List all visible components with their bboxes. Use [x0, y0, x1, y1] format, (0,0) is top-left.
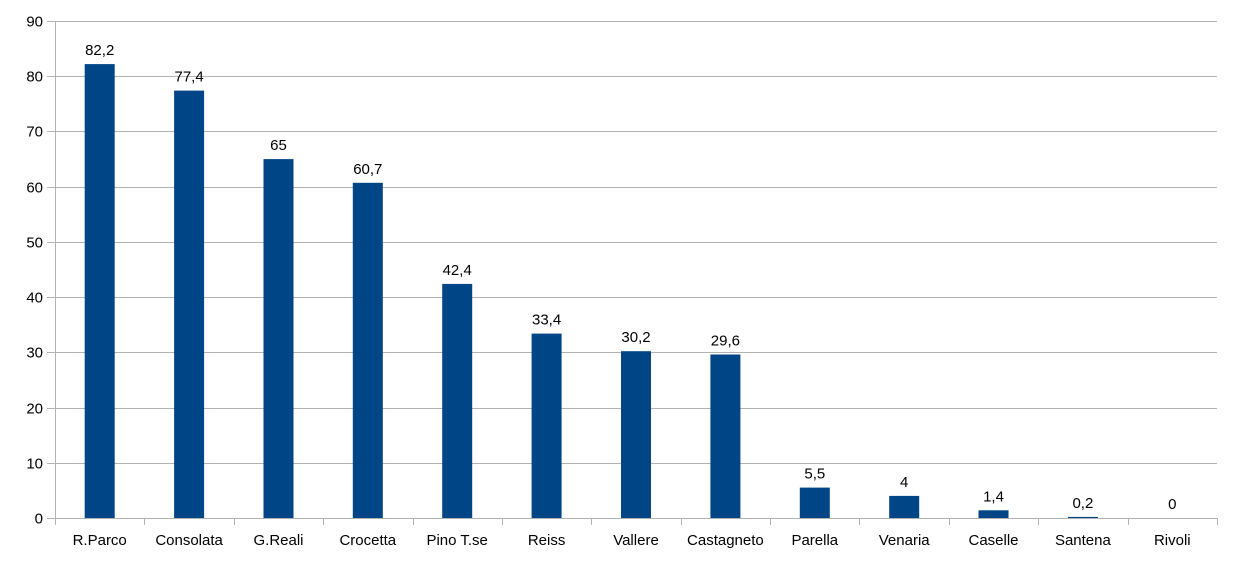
bar-santena [1067, 516, 1098, 518]
x-tick-label: Venaria [879, 532, 931, 549]
bar-parella [799, 487, 830, 518]
data-label: 1,4 [983, 488, 1004, 505]
y-tick-label: 60 [26, 180, 43, 197]
axes [47, 21, 1218, 525]
bar-castagneto [710, 354, 741, 518]
y-tick-label: 40 [26, 290, 43, 307]
data-label: 30,2 [621, 329, 650, 346]
y-axis-tick-labels: 0 10 20 30 40 50 60 70 80 90 [26, 14, 43, 528]
data-label: 60,7 [353, 161, 382, 178]
data-label: 0,2 [1072, 495, 1093, 512]
x-tick-label: Castagneto [687, 532, 764, 549]
x-tick-label: R.Parco [73, 532, 127, 549]
data-labels: 82,2 77,4 65 60,7 42,4 33,4 30,2 29,6 5,5 4 1,4 0,2… [85, 42, 1176, 513]
y-tick-label: 0 [35, 511, 43, 528]
data-label: 33,4 [532, 312, 561, 329]
data-label: 82,2 [85, 42, 114, 59]
x-tick-label: Santena [1055, 532, 1112, 549]
bar-caselle [978, 510, 1009, 518]
y-tick-label: 90 [26, 14, 43, 31]
x-tick-label: G.Reali [253, 532, 303, 549]
x-tick-label: Crocetta [339, 532, 396, 549]
x-tick-label: Parella [791, 532, 838, 549]
bar-pino-t-se [442, 283, 473, 518]
data-label: 0 [1168, 496, 1176, 513]
data-label: 4 [900, 474, 908, 491]
x-tick-label: Pino T.se [426, 532, 487, 549]
y-tick-label: 20 [26, 401, 43, 418]
data-label: 65 [270, 137, 287, 154]
bar-r-parco [84, 64, 115, 518]
x-tick-label: Vallere [613, 532, 659, 549]
bars [84, 64, 1098, 519]
x-axis-tick-labels: R.Parco Consolata G.Reali Crocetta Pino T.se… [73, 532, 1191, 549]
x-tick-label: Consolata [155, 532, 223, 549]
data-label: 5,5 [804, 466, 825, 483]
bar-venaria [889, 495, 920, 518]
y-tick-label: 50 [26, 235, 43, 252]
y-tick-label: 80 [26, 69, 43, 86]
bar-g-reali [263, 159, 294, 518]
data-label: 29,6 [711, 333, 740, 350]
y-tick-label: 70 [26, 124, 43, 141]
x-tick-label: Caselle [968, 532, 1018, 549]
x-tick-label: Rivoli [1154, 532, 1191, 549]
y-tick-label: 30 [26, 345, 43, 362]
y-tick-label: 10 [26, 456, 43, 473]
grid-lines [55, 21, 1217, 519]
bar-crocetta [352, 182, 383, 519]
data-label: 77,4 [174, 69, 203, 86]
bar-reiss [531, 333, 562, 518]
bar-vallere [621, 351, 651, 518]
bar-consolata [174, 90, 205, 518]
x-tick-label: Reiss [528, 532, 566, 549]
data-label: 42,4 [443, 262, 472, 279]
